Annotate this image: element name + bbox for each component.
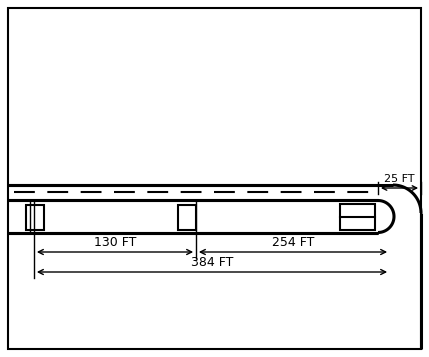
Text: 254 FT: 254 FT xyxy=(272,236,314,249)
Bar xyxy=(26,205,44,230)
Text: 384 FT: 384 FT xyxy=(191,256,233,269)
Text: 130 FT: 130 FT xyxy=(94,236,136,249)
Bar xyxy=(178,205,196,230)
Bar xyxy=(340,204,375,230)
Text: 25 FT: 25 FT xyxy=(384,174,414,184)
